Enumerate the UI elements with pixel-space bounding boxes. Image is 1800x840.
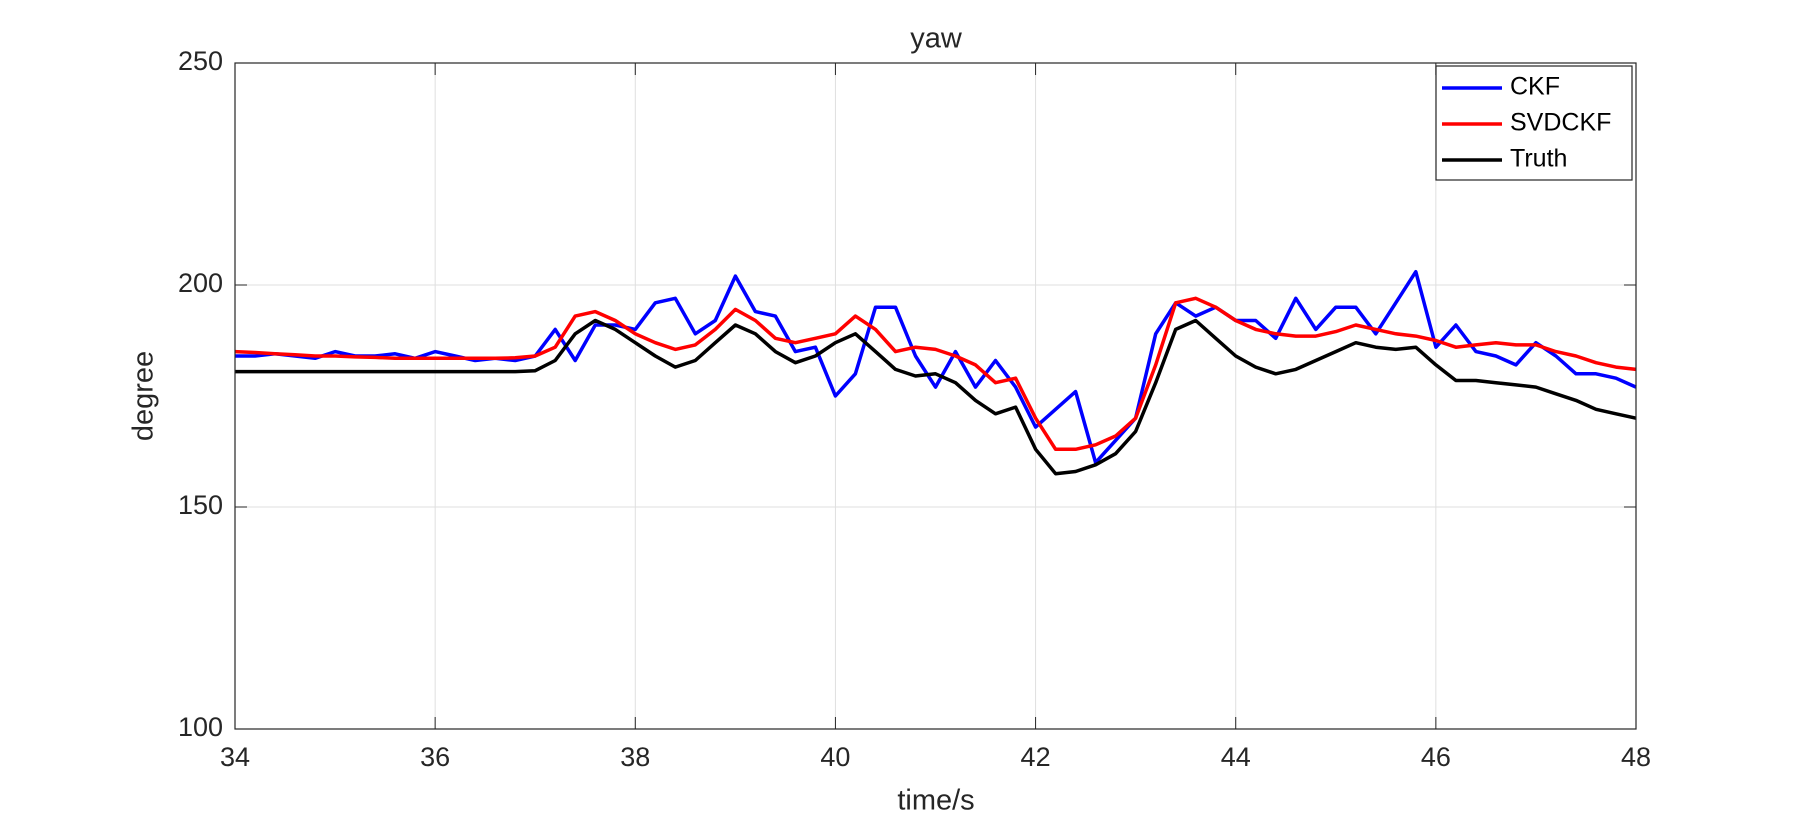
- x-tick-label: 44: [1221, 742, 1251, 772]
- legend-label: Truth: [1510, 145, 1567, 173]
- line-series: [234, 296, 1637, 452]
- x-tick-label: 48: [1621, 742, 1651, 772]
- chart-title: yaw: [910, 23, 963, 55]
- line-series: [235, 318, 1637, 476]
- x-tick-label: 40: [820, 742, 850, 772]
- y-tick-label: 200: [178, 268, 223, 298]
- x-tick-label: 42: [1021, 742, 1051, 772]
- x-tick-label: 38: [620, 742, 650, 772]
- legend-label: SVDCKF: [1510, 109, 1611, 137]
- y-tick-label: 250: [178, 46, 223, 76]
- x-tick-label: 36: [420, 742, 450, 772]
- y-tick-label: 100: [178, 712, 223, 742]
- plot-area: [235, 63, 1636, 729]
- y-axis-label: degree: [128, 351, 160, 441]
- y-tick-label: 150: [178, 490, 223, 520]
- legend-label: CKF: [1510, 73, 1560, 101]
- x-tick-label: 34: [220, 742, 250, 772]
- x-tick-label: 46: [1421, 742, 1451, 772]
- plot-frame: [234, 62, 1637, 730]
- x-axis-label: time/s: [897, 785, 974, 817]
